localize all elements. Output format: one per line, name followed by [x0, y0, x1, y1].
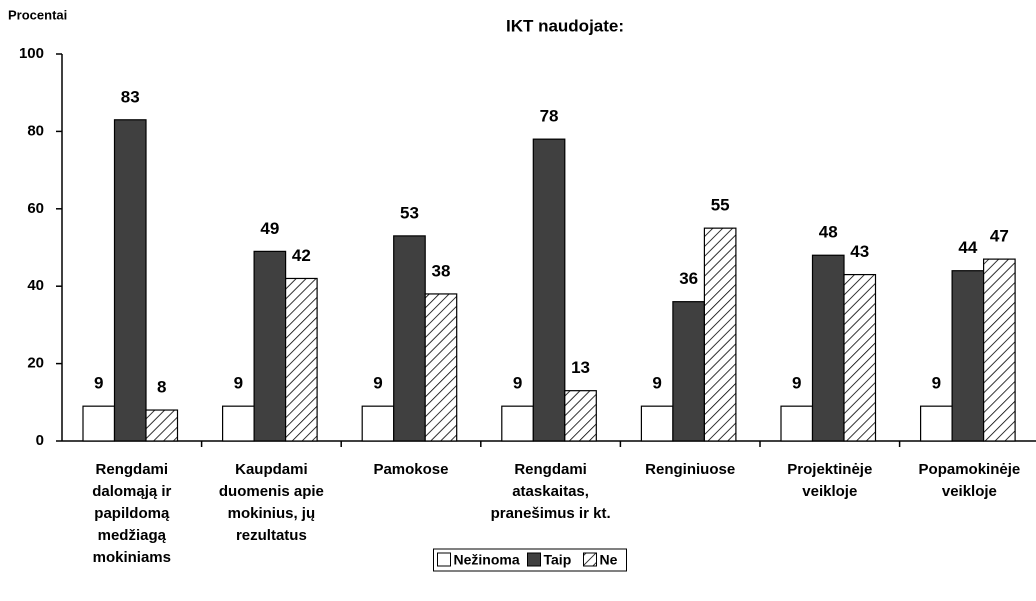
legend: Nežinoma Taip Ne — [433, 548, 627, 572]
data-label: 49 — [260, 219, 279, 238]
bar — [564, 390, 597, 442]
bar — [982, 258, 1016, 442]
bar — [424, 293, 458, 442]
bar — [361, 405, 395, 442]
data-label: 48 — [819, 223, 838, 242]
x-tick-label: Pamokose — [373, 461, 449, 478]
x-tick-label: Rengdami dalomąją ir papildomą medžiagą … — [92, 461, 172, 566]
legend-label: Taip — [544, 552, 572, 568]
bar — [253, 250, 287, 442]
bar — [113, 119, 147, 442]
y-tick-label: 0 — [36, 432, 44, 449]
data-label: 36 — [679, 269, 698, 288]
bar — [501, 405, 534, 442]
data-label: 9 — [513, 374, 522, 393]
data-label: 9 — [234, 374, 243, 393]
bar — [82, 405, 116, 442]
legend-swatch — [583, 552, 597, 567]
bar — [393, 235, 426, 442]
data-label: 43 — [850, 242, 869, 261]
data-label: 13 — [571, 358, 590, 377]
bar — [285, 277, 318, 442]
data-label: 83 — [121, 87, 140, 106]
data-label: 9 — [652, 374, 661, 393]
y-tick-label: 100 — [19, 45, 44, 62]
bar — [532, 138, 566, 442]
bar — [811, 254, 845, 442]
data-label: 47 — [990, 227, 1009, 246]
x-tick-label: Kaupdami duomenis apie mokinius, jų rezu… — [218, 461, 324, 544]
bar — [145, 409, 179, 442]
data-label: 9 — [932, 374, 941, 393]
bar — [843, 273, 877, 442]
data-label: 9 — [94, 374, 103, 393]
data-label: 8 — [157, 378, 166, 397]
bar — [919, 405, 953, 442]
y-tick-label: 20 — [27, 355, 44, 372]
x-tick-label: Projektinėje veikloje — [787, 461, 873, 500]
legend-label: Ne — [600, 552, 618, 568]
y-tick-label: 40 — [27, 277, 44, 294]
data-label: 44 — [958, 238, 977, 257]
legend-swatch — [527, 552, 541, 567]
data-label: 38 — [431, 261, 450, 280]
data-label: 78 — [540, 107, 559, 126]
bar — [780, 405, 814, 442]
data-label: 9 — [792, 374, 801, 393]
y-tick-label: 60 — [27, 200, 44, 217]
bar — [222, 405, 255, 442]
x-tick-label: Renginiuose — [645, 461, 736, 478]
legend-label: Nežinoma — [454, 552, 520, 568]
x-tick-label: Rengdami ataskaitas, pranešimus ir kt. — [490, 461, 611, 522]
data-label: 9 — [373, 374, 382, 393]
bar — [951, 270, 985, 442]
chart-title: IKT naudojate: — [506, 16, 624, 35]
data-label: 55 — [711, 196, 730, 215]
x-tick-label: Popamokinėje veikloje — [918, 461, 1021, 500]
bar — [703, 227, 737, 442]
bar — [672, 301, 706, 442]
bar — [640, 405, 674, 442]
legend-swatch — [437, 552, 451, 567]
y-tick-label: 80 — [27, 122, 44, 139]
data-label: 42 — [292, 246, 311, 265]
data-label: 53 — [400, 203, 419, 222]
y-axis-label: Procentai — [8, 7, 67, 22]
